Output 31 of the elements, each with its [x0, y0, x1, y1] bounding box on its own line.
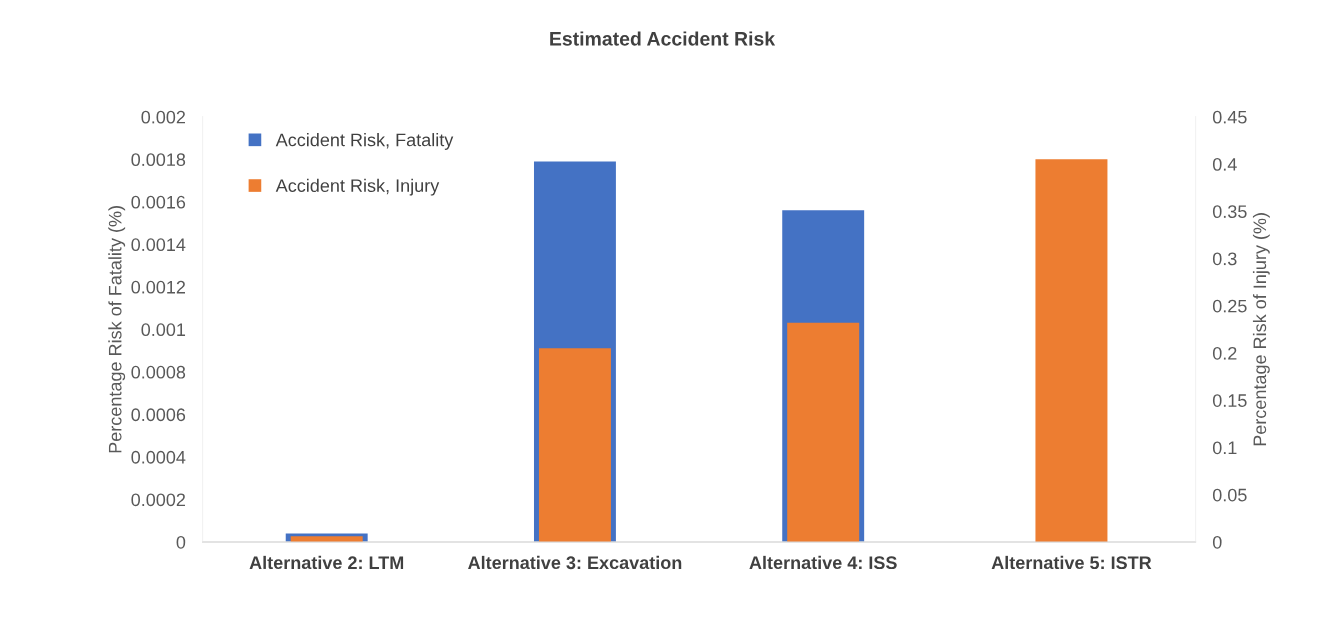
y-tick-label: 0.001: [141, 323, 186, 337]
y-tick-label: 0.0016: [131, 195, 186, 209]
y-tick-label: 0.0006: [131, 408, 186, 422]
y-tick-label: 0: [176, 535, 186, 549]
y2-tick-label: 0.25: [1212, 299, 1247, 313]
y-tick-label: 0.0008: [131, 365, 186, 379]
legend-label: Accident Risk, Injury: [275, 178, 440, 196]
y-tick-label: 0.0012: [131, 280, 185, 294]
y-tick-label: 0.0002: [131, 493, 185, 507]
y-tick-label: 0.002: [141, 110, 185, 124]
x-tick-label: Alternative 3: Excavation: [468, 555, 682, 570]
y2-tick-label: 0.45: [1212, 110, 1247, 124]
y2-tick-label: 0.4: [1212, 157, 1237, 171]
y2-tick-label: 0.3: [1212, 252, 1237, 266]
y2-tick-label: 0.35: [1212, 205, 1247, 219]
x-tick-label: Alternative 2: LTM: [249, 555, 404, 570]
legend-label: Accident Risk, Fatality: [275, 133, 454, 150]
y2-tick-label: 0.2: [1212, 346, 1237, 360]
bar: [1035, 159, 1108, 542]
x-tick-label: Alternative 4: ISS: [749, 555, 897, 570]
y2-tick-label: 0.15: [1212, 394, 1247, 407]
y2-axis-title: Percentage Risk of Injury (%): [1252, 213, 1270, 446]
y-tick-label: 0.0014: [131, 238, 186, 252]
y2-tick-label: 0.05: [1212, 488, 1247, 502]
x-tick-label: Alternative 5: ISTR: [991, 555, 1152, 570]
y2-tick-label: 0: [1212, 535, 1222, 549]
y-tick-label: 0.0018: [131, 153, 186, 167]
y-axis-title: Percentage Risk of Fatality (%): [108, 206, 126, 453]
y-tick-label: 0.0004: [131, 450, 186, 464]
chart-title: Estimated Accident Risk: [550, 31, 776, 46]
y2-tick-label: 0.1: [1212, 441, 1237, 455]
